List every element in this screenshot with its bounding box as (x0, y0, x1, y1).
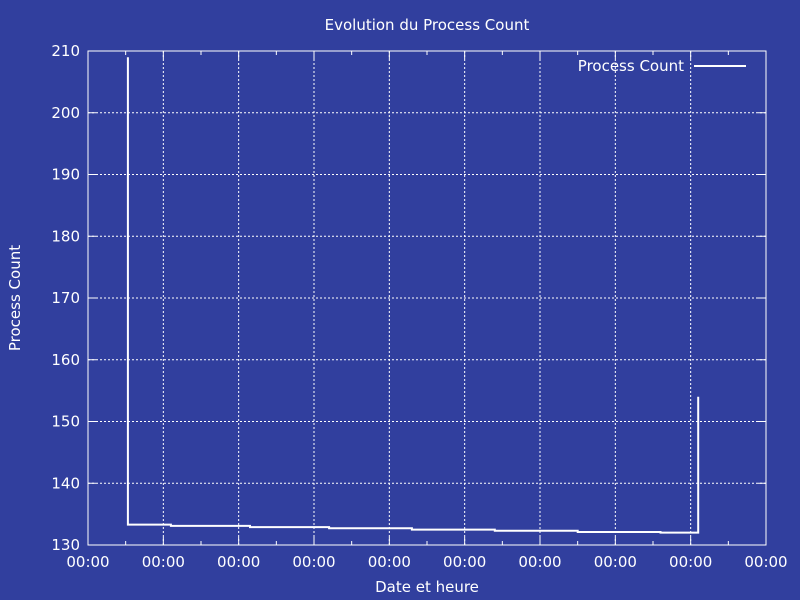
x-axis-label: Date et heure (375, 578, 479, 596)
x-tick-label: 00:00 (217, 553, 260, 571)
y-axis-label: Process Count (6, 245, 24, 351)
series-line (126, 57, 700, 534)
x-tick-label: 00:00 (744, 553, 787, 571)
x-tick-label: 00:00 (142, 553, 185, 571)
y-tick-label: 160 (51, 351, 80, 369)
x-tick-labels: 00:00 00:00 00:00 00:00 00:00 00:00 00:00 00:00… (66, 553, 787, 571)
y-tick-labels: 130 140 150 160 170 180 190 200 210 (51, 42, 80, 554)
y-tick-label: 180 (51, 227, 80, 245)
x-tick-label: 00:00 (594, 553, 637, 571)
legend: Process Count (578, 57, 746, 75)
x-tick-label: 00:00 (669, 553, 712, 571)
tick-marks (87, 50, 767, 546)
y-tick-label: 150 (51, 413, 80, 431)
x-tick-label: 00:00 (443, 553, 486, 571)
x-tick-label: 00:00 (292, 553, 335, 571)
y-tick-label: 200 (51, 104, 80, 122)
y-tick-label: 190 (51, 166, 80, 184)
y-tick-label: 130 (51, 536, 80, 554)
x-tick-label: 00:00 (66, 553, 109, 571)
y-tick-label: 210 (51, 42, 80, 60)
y-tick-label: 140 (51, 474, 80, 492)
x-tick-label: 00:00 (518, 553, 561, 571)
legend-label: Process Count (578, 57, 684, 75)
y-tick-label: 170 (51, 289, 80, 307)
x-tick-label: 00:00 (368, 553, 411, 571)
chart-title: Evolution du Process Count (325, 16, 530, 34)
series-lines (126, 57, 700, 534)
grid (88, 51, 766, 545)
